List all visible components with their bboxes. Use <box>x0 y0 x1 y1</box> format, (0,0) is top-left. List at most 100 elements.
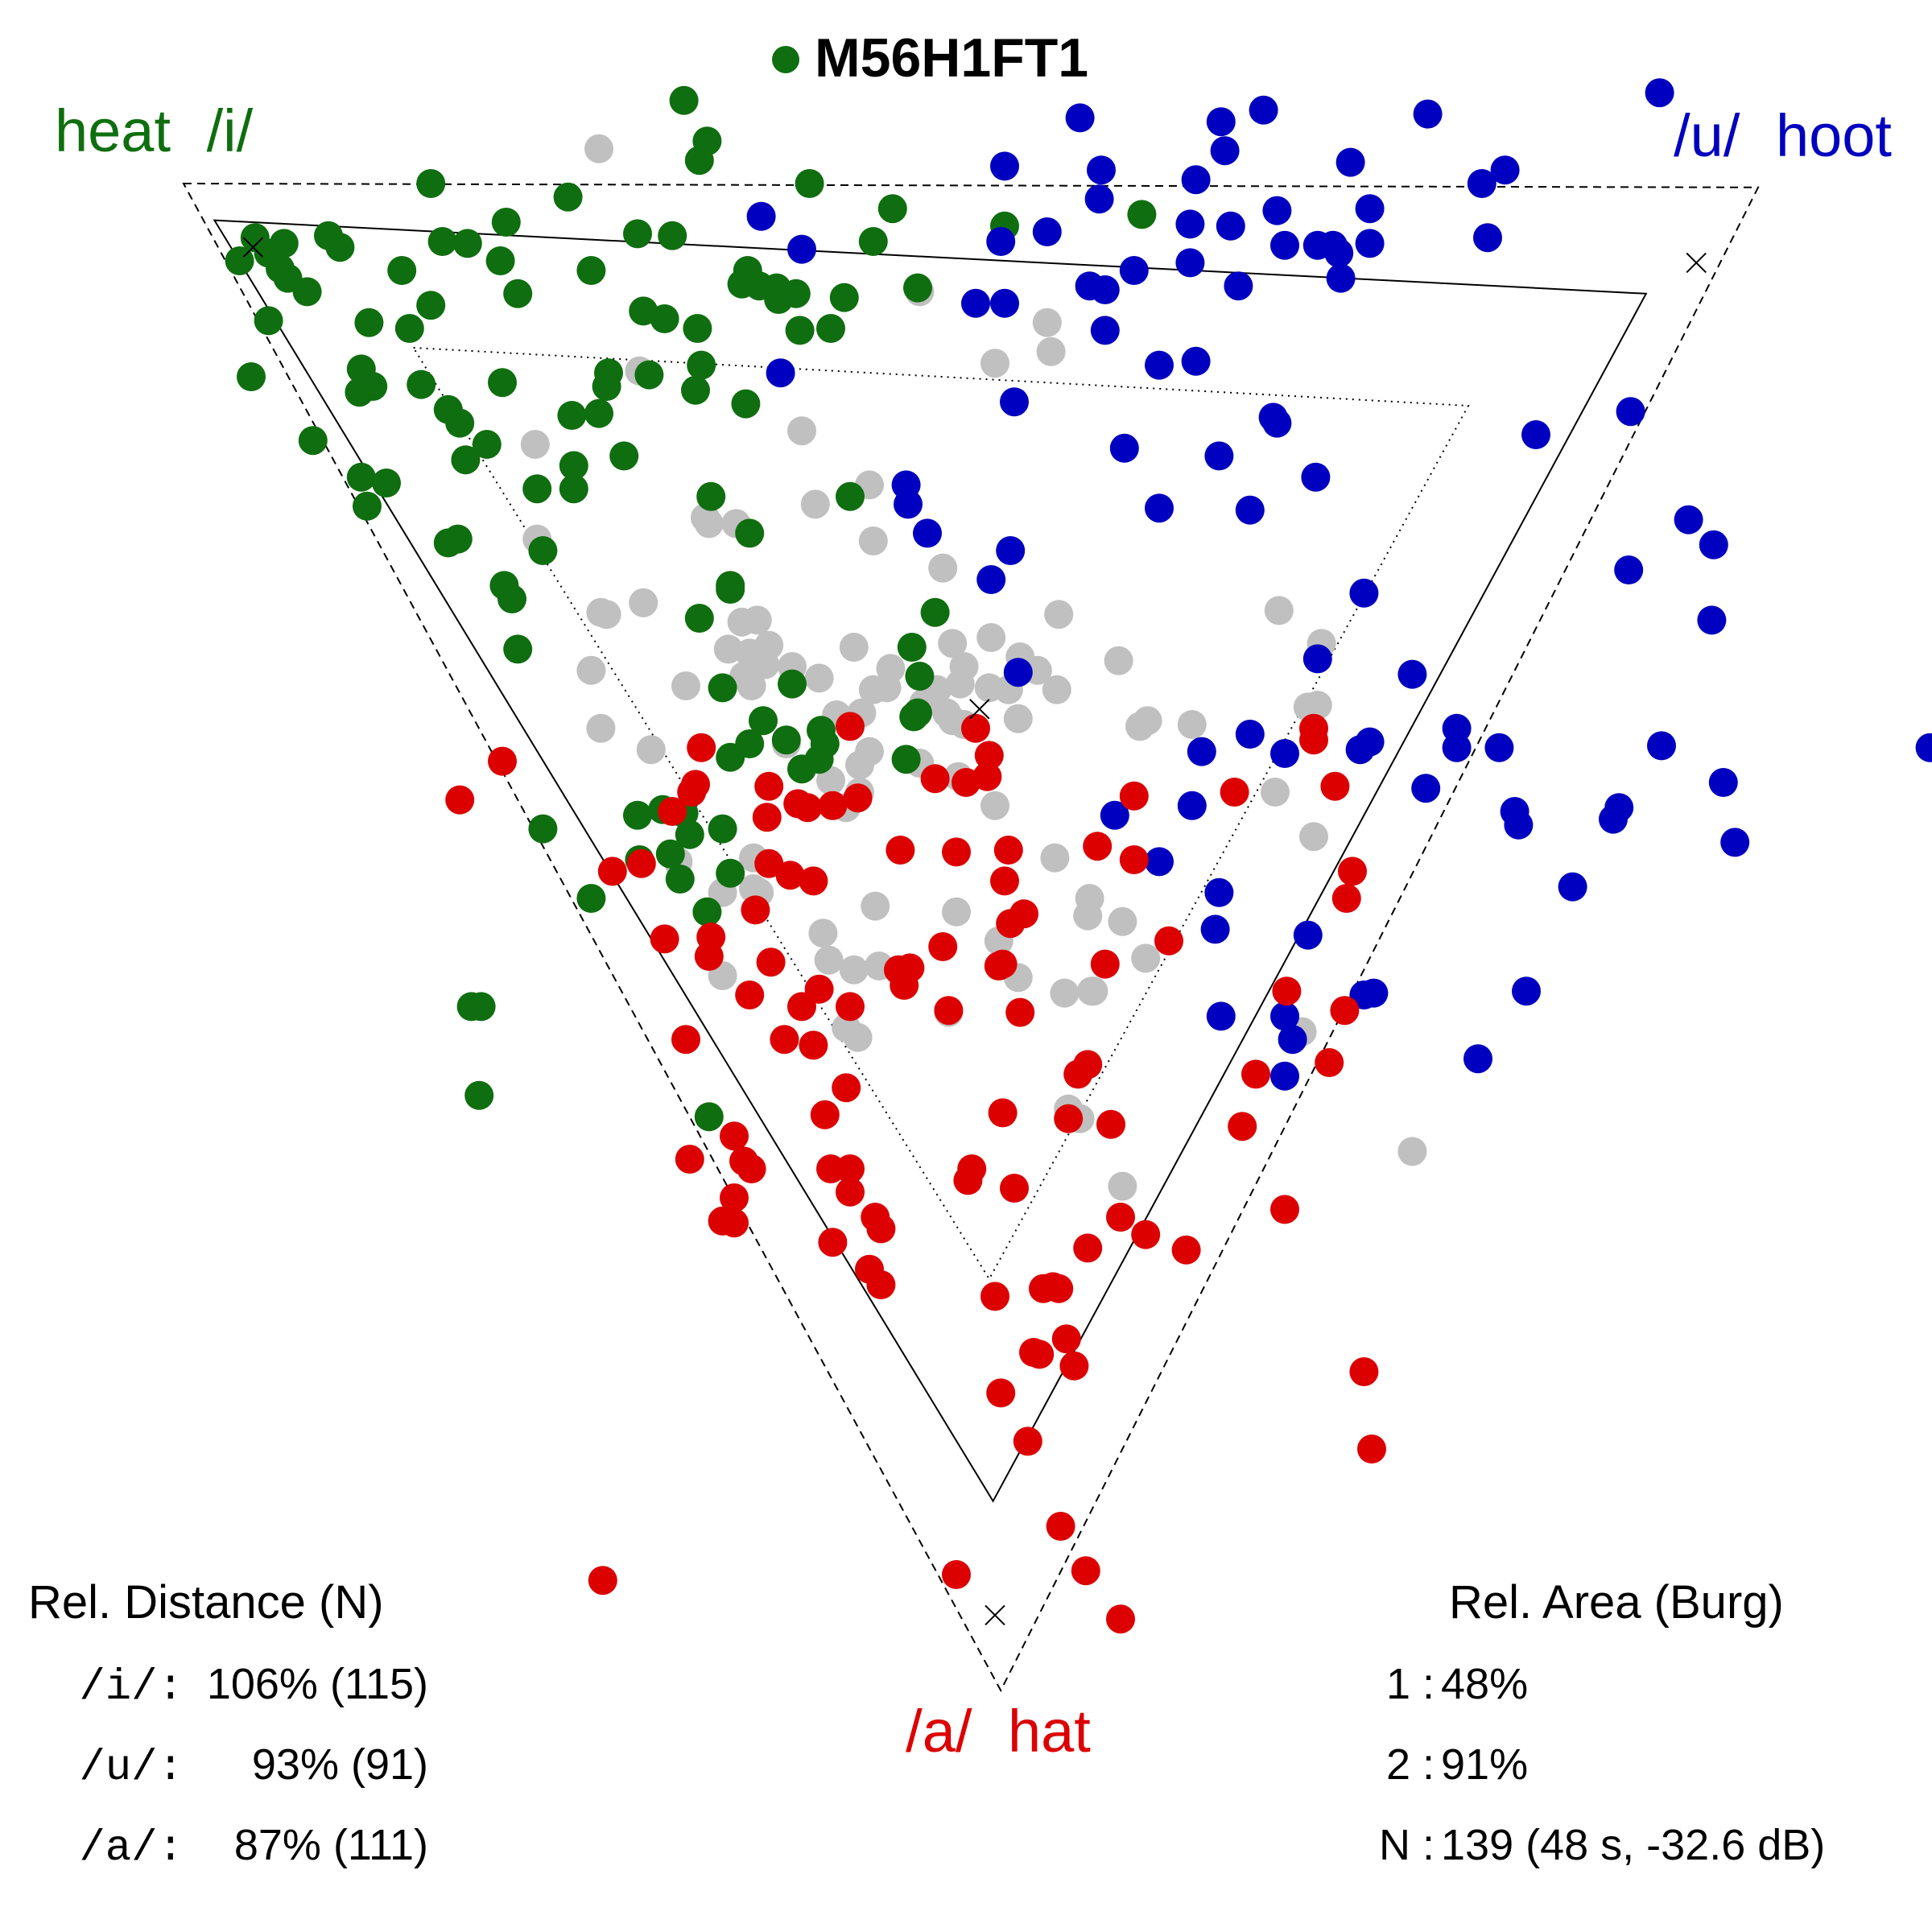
point-u-18 <box>1262 196 1292 225</box>
point-unlabeled-17 <box>928 553 958 583</box>
point-unlabeled-40 <box>671 671 700 700</box>
point-i-98 <box>891 745 921 774</box>
point-unlabeled-84 <box>839 955 869 985</box>
point-a-68 <box>988 1098 1018 1128</box>
point-a-57 <box>1272 976 1302 1006</box>
point-i-71 <box>836 481 865 511</box>
point-i-65 <box>372 469 401 497</box>
cross-marker-2 <box>969 699 990 720</box>
point-i-17 <box>858 227 888 256</box>
point-unlabeled-93 <box>1079 976 1108 1006</box>
point-i-0 <box>669 85 699 115</box>
point-i-87 <box>708 673 737 703</box>
point-u-9 <box>1335 147 1365 177</box>
point-i-64 <box>346 462 376 492</box>
corner-label-i: heat /i/ <box>55 97 254 164</box>
point-u-25 <box>1355 229 1385 258</box>
point-i-25 <box>485 246 515 275</box>
point-a-89 <box>1131 1220 1161 1249</box>
point-a-50 <box>1090 949 1120 979</box>
point-a-63 <box>1241 1059 1270 1089</box>
point-i-67 <box>522 474 552 504</box>
point-a-59 <box>770 1025 799 1055</box>
point-unlabeled-89 <box>1050 978 1080 1008</box>
point-i-73 <box>735 518 765 548</box>
point-a-47 <box>890 971 919 1000</box>
point-a-54 <box>836 992 865 1022</box>
point-i-35 <box>829 283 859 312</box>
point-u-26 <box>1473 223 1502 253</box>
relative-area-panel: Rel. Area (Burg) 1 : 48% 2 : 91% N : 139… <box>1379 1576 1825 1869</box>
point-unlabeled-82 <box>1108 906 1137 936</box>
point-unlabeled-35 <box>976 623 1006 652</box>
point-a-110 <box>588 1566 617 1596</box>
point-i-99 <box>528 814 558 844</box>
distance-row-label-i: /i/: <box>79 1663 184 1712</box>
point-u-0 <box>1645 78 1674 108</box>
point-i-42 <box>816 314 845 343</box>
point-a-30 <box>775 861 805 890</box>
point-a-32 <box>990 866 1019 896</box>
point-i-97 <box>787 754 816 784</box>
point-a-35 <box>1331 884 1361 913</box>
point-unlabeled-98 <box>1299 822 1328 852</box>
point-a-38 <box>996 909 1026 939</box>
point-unlabeled-39 <box>1104 646 1133 675</box>
point-a-34 <box>1338 857 1367 886</box>
point-u-80 <box>1504 810 1534 840</box>
point-u-89 <box>1270 1061 1299 1091</box>
point-i-75 <box>443 524 473 554</box>
point-u-67 <box>1187 737 1216 766</box>
point-i-88 <box>749 706 778 736</box>
point-a-111 <box>1106 1604 1135 1634</box>
point-unlabeled-3 <box>1036 336 1066 366</box>
point-unlabeled-29 <box>839 633 869 662</box>
point-a-14 <box>972 762 1002 791</box>
point-unlabeled-23 <box>742 605 772 635</box>
point-i-68 <box>559 474 588 504</box>
point-u-50 <box>1235 495 1265 525</box>
point-i-27 <box>503 279 533 308</box>
point-unlabeled-11 <box>858 526 888 555</box>
point-unlabeled-103 <box>1302 691 1332 720</box>
point-i-86 <box>778 669 807 699</box>
point-u-55 <box>1699 530 1728 559</box>
point-u-61 <box>1003 658 1033 687</box>
point-a-24 <box>942 837 971 867</box>
point-i-58 <box>298 426 328 456</box>
point-u-84 <box>1293 920 1323 950</box>
point-u-60 <box>1397 659 1427 689</box>
point-unlabeled-6 <box>787 416 816 446</box>
point-a-85 <box>720 1208 749 1238</box>
point-u-10 <box>1467 169 1496 198</box>
point-i-93 <box>903 698 932 728</box>
point-u-13 <box>746 201 776 231</box>
point-i-7 <box>1127 200 1157 229</box>
point-i-13 <box>427 227 457 256</box>
point-unlabeled-43 <box>872 673 902 703</box>
point-i-101 <box>623 800 652 830</box>
cross-marker-1 <box>1686 252 1707 274</box>
point-a-104 <box>1013 1426 1042 1456</box>
area-row-value-n: 139 (48 s, -32.6 dB) <box>1441 1821 1825 1869</box>
point-a-92 <box>1171 1235 1201 1265</box>
point-a-19 <box>1320 771 1350 801</box>
point-unlabeled-66 <box>816 766 845 795</box>
point-i-114 <box>694 1102 724 1132</box>
point-unlabeled-38 <box>1042 675 1071 704</box>
point-i-91 <box>771 725 801 755</box>
point-i-112 <box>466 992 496 1022</box>
triangle-outlines <box>182 182 1760 1693</box>
point-a-22 <box>793 793 823 823</box>
point-unlabeled-59 <box>1177 710 1207 739</box>
corner-label-a: /a/ hat <box>906 1698 1091 1765</box>
point-i-106 <box>716 858 745 888</box>
area-row-value-2: 91% <box>1441 1740 1528 1789</box>
point-a-61 <box>671 1025 700 1055</box>
point-a-16 <box>1220 778 1249 807</box>
inner-dotted-triangle <box>411 346 1470 1281</box>
corner-u-ipa: /u/ <box>1674 102 1740 169</box>
point-i-70 <box>451 445 481 475</box>
point-a-27 <box>754 848 784 878</box>
point-u-78 <box>1720 828 1750 857</box>
